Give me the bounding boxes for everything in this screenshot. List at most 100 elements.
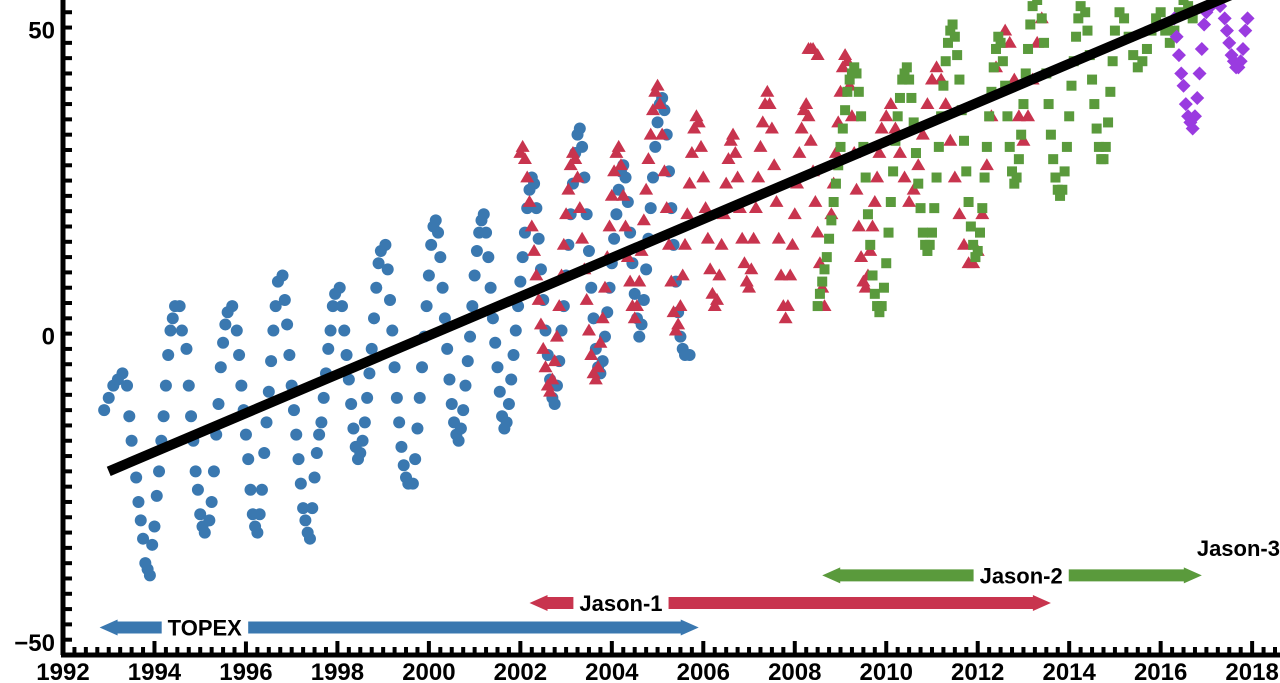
data-point <box>819 264 830 275</box>
data-point <box>892 111 903 122</box>
data-point <box>549 329 564 342</box>
data-point <box>397 459 410 472</box>
data-point <box>714 237 729 250</box>
data-point <box>116 367 129 380</box>
data-point <box>785 237 800 250</box>
data-point <box>915 203 926 214</box>
data-point <box>911 158 926 171</box>
data-point <box>619 171 632 184</box>
data-point <box>1178 97 1193 112</box>
data-point <box>132 495 145 508</box>
data-point <box>1169 25 1180 36</box>
data-point <box>459 379 472 392</box>
data-point <box>940 56 951 67</box>
data-point <box>682 176 697 189</box>
data-point <box>493 385 506 398</box>
y-tick-label: −50 <box>14 630 55 657</box>
data-point <box>1091 123 1102 134</box>
data-point <box>326 300 339 313</box>
data-point <box>198 526 211 539</box>
data-point <box>235 379 248 392</box>
data-point <box>347 422 360 435</box>
data-point <box>1064 111 1075 122</box>
data-point <box>522 195 537 207</box>
data-point <box>633 330 646 343</box>
x-tick-label: 2016 <box>1134 659 1187 683</box>
data-point <box>1020 68 1031 79</box>
data-point <box>947 170 962 183</box>
data-point <box>867 195 882 207</box>
data-point <box>150 489 163 502</box>
data-point <box>1176 78 1191 93</box>
data-point <box>1105 86 1116 97</box>
data-point <box>611 139 626 152</box>
data-point <box>516 251 529 264</box>
data-point <box>489 336 502 349</box>
data-point <box>162 349 175 362</box>
data-point <box>1128 50 1139 61</box>
data-point <box>961 166 972 177</box>
data-point <box>597 280 612 293</box>
data-point <box>1009 178 1020 189</box>
data-point <box>641 152 656 165</box>
data-point <box>808 195 823 207</box>
data-point <box>531 292 546 305</box>
data-point <box>856 111 867 122</box>
data-point <box>491 361 504 374</box>
data-point <box>965 221 976 232</box>
data-point <box>995 37 1006 48</box>
data-point <box>214 361 227 374</box>
data-point <box>817 276 828 287</box>
data-point <box>413 391 426 404</box>
data-point <box>774 268 789 281</box>
x-tick-label: 1998 <box>311 659 364 683</box>
data-point <box>929 60 944 73</box>
data-point <box>1080 7 1091 18</box>
data-point <box>691 115 706 128</box>
data-point <box>993 31 1004 42</box>
data-point <box>851 219 866 232</box>
data-point <box>910 148 921 159</box>
data-point <box>865 239 876 250</box>
data-point <box>694 139 709 152</box>
data-point <box>958 135 969 146</box>
data-point <box>835 60 850 73</box>
data-point <box>1222 35 1237 50</box>
data-point <box>276 269 289 282</box>
data-point <box>429 214 442 227</box>
data-point <box>608 232 621 245</box>
data-point <box>441 342 454 355</box>
data-point <box>949 31 960 42</box>
data-point <box>143 569 156 582</box>
data-point <box>810 48 825 60</box>
x-tick-label: 2014 <box>1042 659 1096 683</box>
data-point <box>799 97 814 109</box>
data-point <box>306 502 319 515</box>
data-point <box>966 256 981 269</box>
data-point <box>299 514 312 527</box>
data-point <box>1004 141 1015 152</box>
data-point <box>98 404 111 417</box>
data-point <box>386 324 399 337</box>
data-point <box>952 207 967 220</box>
data-point <box>520 170 535 183</box>
data-point <box>863 243 878 256</box>
data-point <box>700 231 715 244</box>
data-point <box>632 274 647 287</box>
x-tick-label: 2006 <box>677 659 730 683</box>
data-point <box>707 299 722 311</box>
data-point <box>684 146 699 158</box>
data-point <box>652 97 667 109</box>
data-point <box>865 219 880 232</box>
data-point <box>755 115 770 128</box>
data-point <box>310 446 323 459</box>
data-point <box>742 280 757 293</box>
data-point <box>883 97 898 109</box>
data-point <box>1155 7 1166 18</box>
data-point <box>897 74 908 85</box>
data-point <box>1087 74 1098 85</box>
data-point <box>762 97 777 109</box>
data-point <box>1103 117 1114 128</box>
data-point <box>664 274 679 287</box>
data-point <box>205 495 218 508</box>
